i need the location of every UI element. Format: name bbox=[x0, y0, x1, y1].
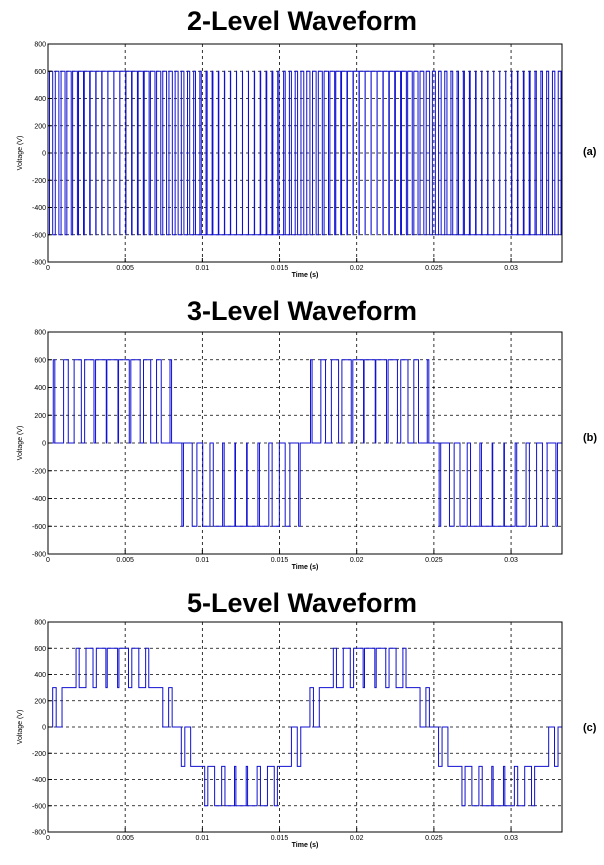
x-tick-label: 0 bbox=[46, 265, 50, 272]
y-tick-label: 400 bbox=[34, 96, 46, 103]
y-tick-label: -400 bbox=[32, 496, 46, 503]
y-tick-label: -600 bbox=[32, 232, 46, 239]
x-tick-label: 0.01 bbox=[196, 557, 210, 564]
x-tick-label: 0.015 bbox=[271, 835, 289, 842]
y-tick-label: -400 bbox=[32, 777, 46, 784]
x-axis-label: Time (s) bbox=[292, 564, 319, 571]
x-axis-label: Time (s) bbox=[292, 272, 319, 279]
x-tick-label: 0.02 bbox=[350, 835, 364, 842]
y-tick-label: 200 bbox=[34, 413, 46, 420]
x-tick-label: 0.025 bbox=[425, 265, 443, 272]
y-tick-label: -200 bbox=[32, 468, 46, 475]
x-tick-label: 0.015 bbox=[271, 557, 289, 564]
y-tick-label: -400 bbox=[32, 205, 46, 212]
x-axis-label: Time (s) bbox=[292, 842, 319, 849]
x-tick-label: 0 bbox=[46, 835, 50, 842]
y-axis-label: Voltage (V) bbox=[17, 710, 24, 745]
y-tick-label: 600 bbox=[34, 646, 46, 653]
x-tick-label: 0.005 bbox=[116, 265, 134, 272]
y-tick-label: 200 bbox=[34, 698, 46, 705]
y-tick-label: -600 bbox=[32, 524, 46, 531]
x-tick-label: 0.01 bbox=[196, 835, 210, 842]
y-tick-label: -800 bbox=[32, 830, 46, 837]
chart-title: 2-Level Waveform bbox=[186, 6, 418, 36]
waveform-series bbox=[48, 70, 562, 236]
y-tick-label: 0 bbox=[42, 725, 46, 732]
chart-panel-b: 3-Level Waveform 800 600 400 200 0 -200 -400 -6… bbox=[0, 290, 604, 573]
y-tick-label: -200 bbox=[32, 178, 46, 185]
waveform-series bbox=[48, 647, 562, 807]
y-tick-label: 800 bbox=[34, 620, 46, 627]
x-tick-label: 0.025 bbox=[425, 835, 443, 842]
y-tick-label: 600 bbox=[34, 69, 46, 76]
y-tick-label: 200 bbox=[34, 123, 46, 130]
y-tick-label: 0 bbox=[42, 441, 46, 448]
x-tick-label: 0.015 bbox=[271, 265, 289, 272]
panel-tag: (c) bbox=[583, 722, 597, 734]
waveform-series bbox=[48, 359, 562, 527]
y-axis-label: Voltage (V) bbox=[17, 136, 24, 171]
chart-title: 3-Level Waveform bbox=[186, 296, 418, 326]
x-tick-label: 0.005 bbox=[116, 557, 134, 564]
y-tick-label: 400 bbox=[34, 385, 46, 392]
x-tick-label: 0 bbox=[46, 557, 50, 564]
chart-panel-a: 2-Level Waveform 800 600 400 200 0 -200 -400 -6… bbox=[0, 0, 604, 283]
chart-panel-c: 5-Level Waveform 800 600 400 200 0 -200 -400 -6… bbox=[0, 582, 604, 865]
y-tick-label: -200 bbox=[32, 751, 46, 758]
y-axis-label: Voltage (V) bbox=[17, 426, 24, 461]
y-tick-label: -800 bbox=[32, 260, 46, 267]
y-tick-label: 400 bbox=[34, 672, 46, 679]
x-tick-label: 0.005 bbox=[116, 835, 134, 842]
panel-tag: (b) bbox=[583, 432, 598, 444]
x-tick-label: 0.025 bbox=[425, 557, 443, 564]
y-tick-label: -600 bbox=[32, 803, 46, 810]
x-tick-label: 0.02 bbox=[350, 265, 364, 272]
x-tick-label: 0.03 bbox=[504, 265, 518, 272]
panel-tag: (a) bbox=[583, 146, 597, 158]
x-tick-label: 0.03 bbox=[504, 835, 518, 842]
y-tick-label: 0 bbox=[42, 151, 46, 158]
chart-title: 5-Level Waveform bbox=[186, 588, 418, 618]
x-tick-label: 0.01 bbox=[196, 265, 210, 272]
y-tick-label: 800 bbox=[34, 42, 46, 49]
y-tick-label: -800 bbox=[32, 552, 46, 559]
y-tick-label: 600 bbox=[34, 357, 46, 364]
x-tick-label: 0.03 bbox=[504, 557, 518, 564]
y-tick-label: 800 bbox=[34, 330, 46, 337]
x-tick-label: 0.02 bbox=[350, 557, 364, 564]
